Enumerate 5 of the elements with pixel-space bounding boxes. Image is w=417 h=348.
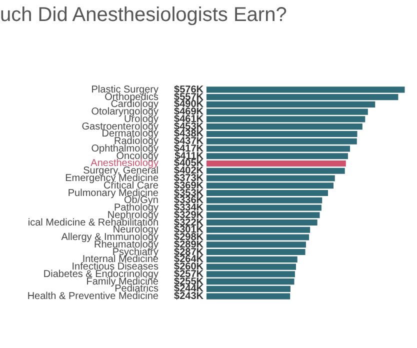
chart-title: uch Did Anesthesiologists Earn? xyxy=(0,4,287,27)
y-tick-label: Neurology xyxy=(112,224,158,236)
bar xyxy=(206,160,346,167)
data-label: $243K xyxy=(174,291,204,302)
y-tick-label: Otolaryngology xyxy=(91,106,158,118)
